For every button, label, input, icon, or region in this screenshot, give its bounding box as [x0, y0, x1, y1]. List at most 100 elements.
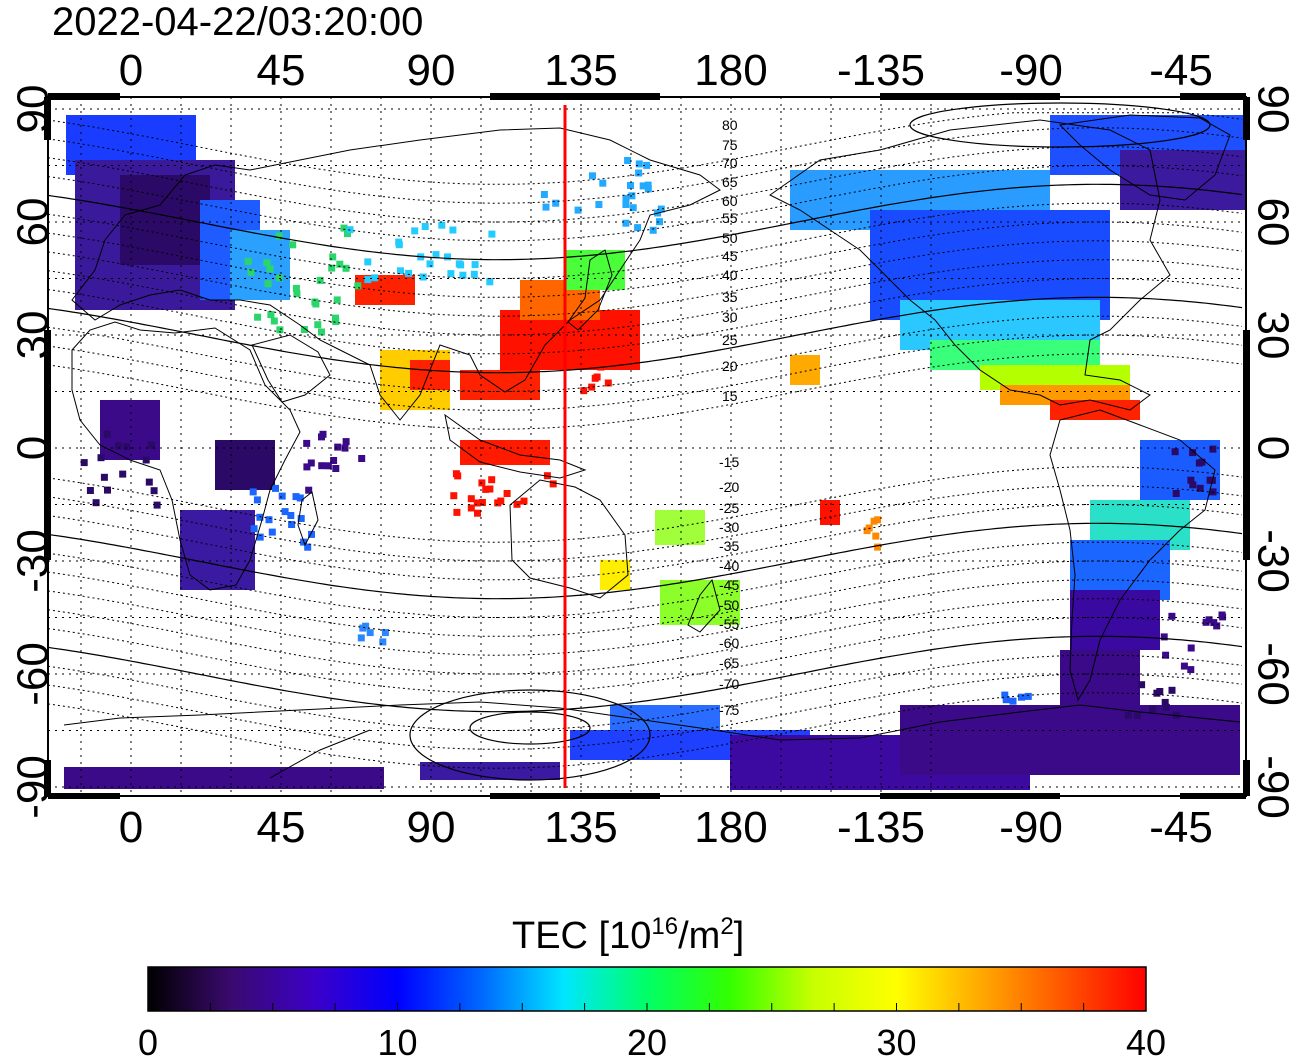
tec-cell: [405, 269, 413, 277]
tec-cell: [270, 317, 278, 325]
bottom-lon-label: 90: [407, 803, 456, 852]
tec-cell: [486, 278, 494, 286]
tec-cell: [336, 260, 344, 268]
tec-region: [410, 360, 450, 390]
contour-line: [47, 560, 1243, 637]
frame-border-top-segment: [48, 93, 120, 100]
tec-region: [790, 355, 820, 385]
tec-cell: [604, 333, 612, 341]
contour-line: [47, 673, 1243, 750]
frame-border-left-segment: [44, 760, 51, 796]
tec-cell: [549, 480, 557, 488]
tec-cell: [397, 267, 404, 275]
tec-region: [460, 370, 540, 400]
tec-cell: [256, 513, 264, 521]
tec-cell: [249, 488, 257, 496]
tec-cell: [1168, 686, 1176, 694]
tec-cell: [656, 218, 663, 226]
tec-cell: [300, 326, 308, 333]
bottom-lon-label: 180: [694, 803, 767, 852]
tec-cell: [1149, 705, 1157, 713]
frame-border-top-segment: [880, 93, 1060, 100]
tec-cell: [275, 232, 283, 240]
tec-cell: [318, 462, 326, 470]
tec-region: [600, 560, 630, 590]
tec-region: [565, 250, 625, 290]
tec-cell: [86, 487, 94, 494]
tec-cell: [576, 349, 584, 357]
contour-label: 60: [722, 193, 738, 209]
tec-cell: [1168, 612, 1176, 620]
top-lon-label: 135: [544, 46, 617, 95]
tec-colorbar: TEC [1016/m2] 0 10 20 30 40: [138, 913, 1166, 1057]
tec-region: [1050, 400, 1140, 420]
tec-cell: [358, 455, 366, 462]
right-lat-label: -90: [1248, 755, 1294, 819]
frame-border-bottom-segment: [490, 793, 660, 799]
contour-line: [47, 522, 1243, 600]
tec-cell: [426, 260, 434, 268]
contour-label: -20: [719, 479, 739, 495]
tec-cell: [628, 332, 636, 340]
contour-label: 25: [722, 332, 738, 348]
tec-cell: [314, 321, 322, 329]
tec-cell: [1210, 619, 1218, 627]
timestamp-title: 2022-04-22/03:20:00: [52, 0, 423, 44]
contour-label: 30: [722, 309, 738, 325]
tec-cell: [629, 204, 637, 212]
contour-line: [47, 165, 1243, 242]
tec-cell: [341, 444, 349, 452]
tec-cell: [1196, 484, 1204, 492]
contour-line: [47, 240, 1243, 317]
bottom-lon-label: -90: [999, 803, 1063, 852]
tec-cell: [639, 182, 647, 190]
tec-cell: [247, 268, 255, 276]
tec-cell: [599, 179, 607, 187]
top-lon-label: 45: [257, 46, 306, 95]
tec-cell: [330, 457, 338, 464]
colorbar-tick-label: 0: [138, 1022, 158, 1057]
tec-cell: [92, 499, 100, 507]
contour-line: [47, 278, 1243, 355]
tec-cell: [503, 490, 511, 497]
tec-cell: [1219, 613, 1227, 621]
tec-cell: [114, 442, 122, 450]
tec-cell: [366, 629, 374, 637]
tec-cell: [357, 634, 365, 642]
tec-cell: [874, 543, 882, 551]
contour-label: 80: [722, 117, 738, 133]
tec-cell: [1209, 445, 1217, 453]
bottom-lon-label: 45: [257, 803, 306, 852]
tec-cell: [459, 271, 467, 279]
contour-label: -50: [719, 597, 739, 613]
contour-line: [47, 127, 1243, 204]
right-lat-label: -30: [1248, 529, 1294, 593]
contour-line: [47, 334, 1243, 411]
contour-line: [47, 692, 1243, 769]
tec-cell: [272, 484, 279, 492]
tec-cell: [142, 456, 150, 464]
tec-cell: [1002, 696, 1010, 704]
colorbar-tick-label: 30: [876, 1022, 916, 1057]
bottom-longitude-axis: 0 45 90 135 180 -135 -90 -45: [119, 803, 1213, 852]
tec-region: [1060, 650, 1140, 710]
left-lat-label: 90: [9, 85, 58, 134]
tec-cell: [863, 527, 871, 535]
tec-cell: [421, 223, 429, 230]
tec-cell: [1202, 618, 1210, 626]
tec-cell: [318, 433, 325, 441]
tec-cell: [419, 273, 427, 281]
tec-cell: [256, 533, 264, 541]
tec-cell: [359, 624, 367, 632]
tec-cell: [447, 270, 455, 278]
colorbar-tick-label: 40: [1126, 1022, 1166, 1057]
contour-label: -40: [719, 558, 739, 574]
contour-line: [47, 617, 1243, 694]
tec-cell: [494, 499, 502, 507]
tec-cell: [622, 219, 630, 227]
tec-cell: [482, 485, 490, 493]
tec-cell: [488, 476, 496, 484]
contour-label: 55: [722, 210, 738, 226]
contour-label: -55: [719, 616, 739, 632]
tec-cell: [627, 182, 634, 189]
